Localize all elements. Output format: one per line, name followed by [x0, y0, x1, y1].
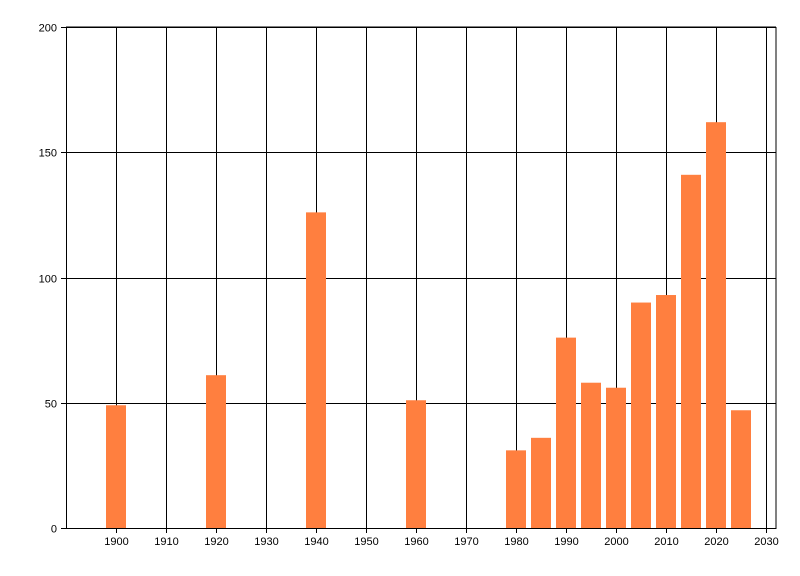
bars [106, 122, 751, 529]
x-tick-label: 2010 [654, 536, 678, 548]
bar [581, 382, 601, 528]
bar [606, 387, 626, 528]
bar [531, 437, 551, 528]
x-tick-label: 1990 [554, 536, 578, 548]
y-tick-label: 200 [39, 23, 57, 35]
x-tick-label: 1960 [404, 536, 428, 548]
y-tick-label: 0 [51, 524, 57, 536]
x-tick-label: 2000 [604, 536, 628, 548]
y-tick-label: 50 [45, 399, 57, 411]
x-tick-label: 1970 [454, 536, 478, 548]
bar [631, 302, 651, 528]
bar [656, 295, 676, 528]
y-tick-label: 150 [39, 148, 57, 160]
y-tick-label: 100 [39, 274, 57, 286]
bar [506, 450, 526, 528]
bar [206, 375, 226, 528]
bar [706, 122, 726, 528]
tick-labels: 1900 1910 1920 1930 1940 1950 1960 1970 1980 1990… [39, 23, 779, 549]
x-tick-label: 1950 [354, 536, 378, 548]
bar [406, 400, 426, 528]
x-tick-label: 1930 [254, 536, 278, 548]
x-tick-label: 2020 [704, 536, 728, 548]
bar [306, 212, 326, 528]
bar [731, 410, 751, 528]
x-tick-label: 1920 [204, 536, 228, 548]
bar [106, 405, 126, 528]
bar [556, 337, 576, 528]
x-tick-label: 1980 [504, 536, 528, 548]
x-tick-label: 1940 [304, 536, 328, 548]
x-tick-label: 2030 [754, 536, 778, 548]
axes [61, 27, 777, 533]
bar [681, 174, 701, 529]
x-tick-label: 1910 [154, 536, 178, 548]
x-tick-label: 1900 [104, 536, 128, 548]
